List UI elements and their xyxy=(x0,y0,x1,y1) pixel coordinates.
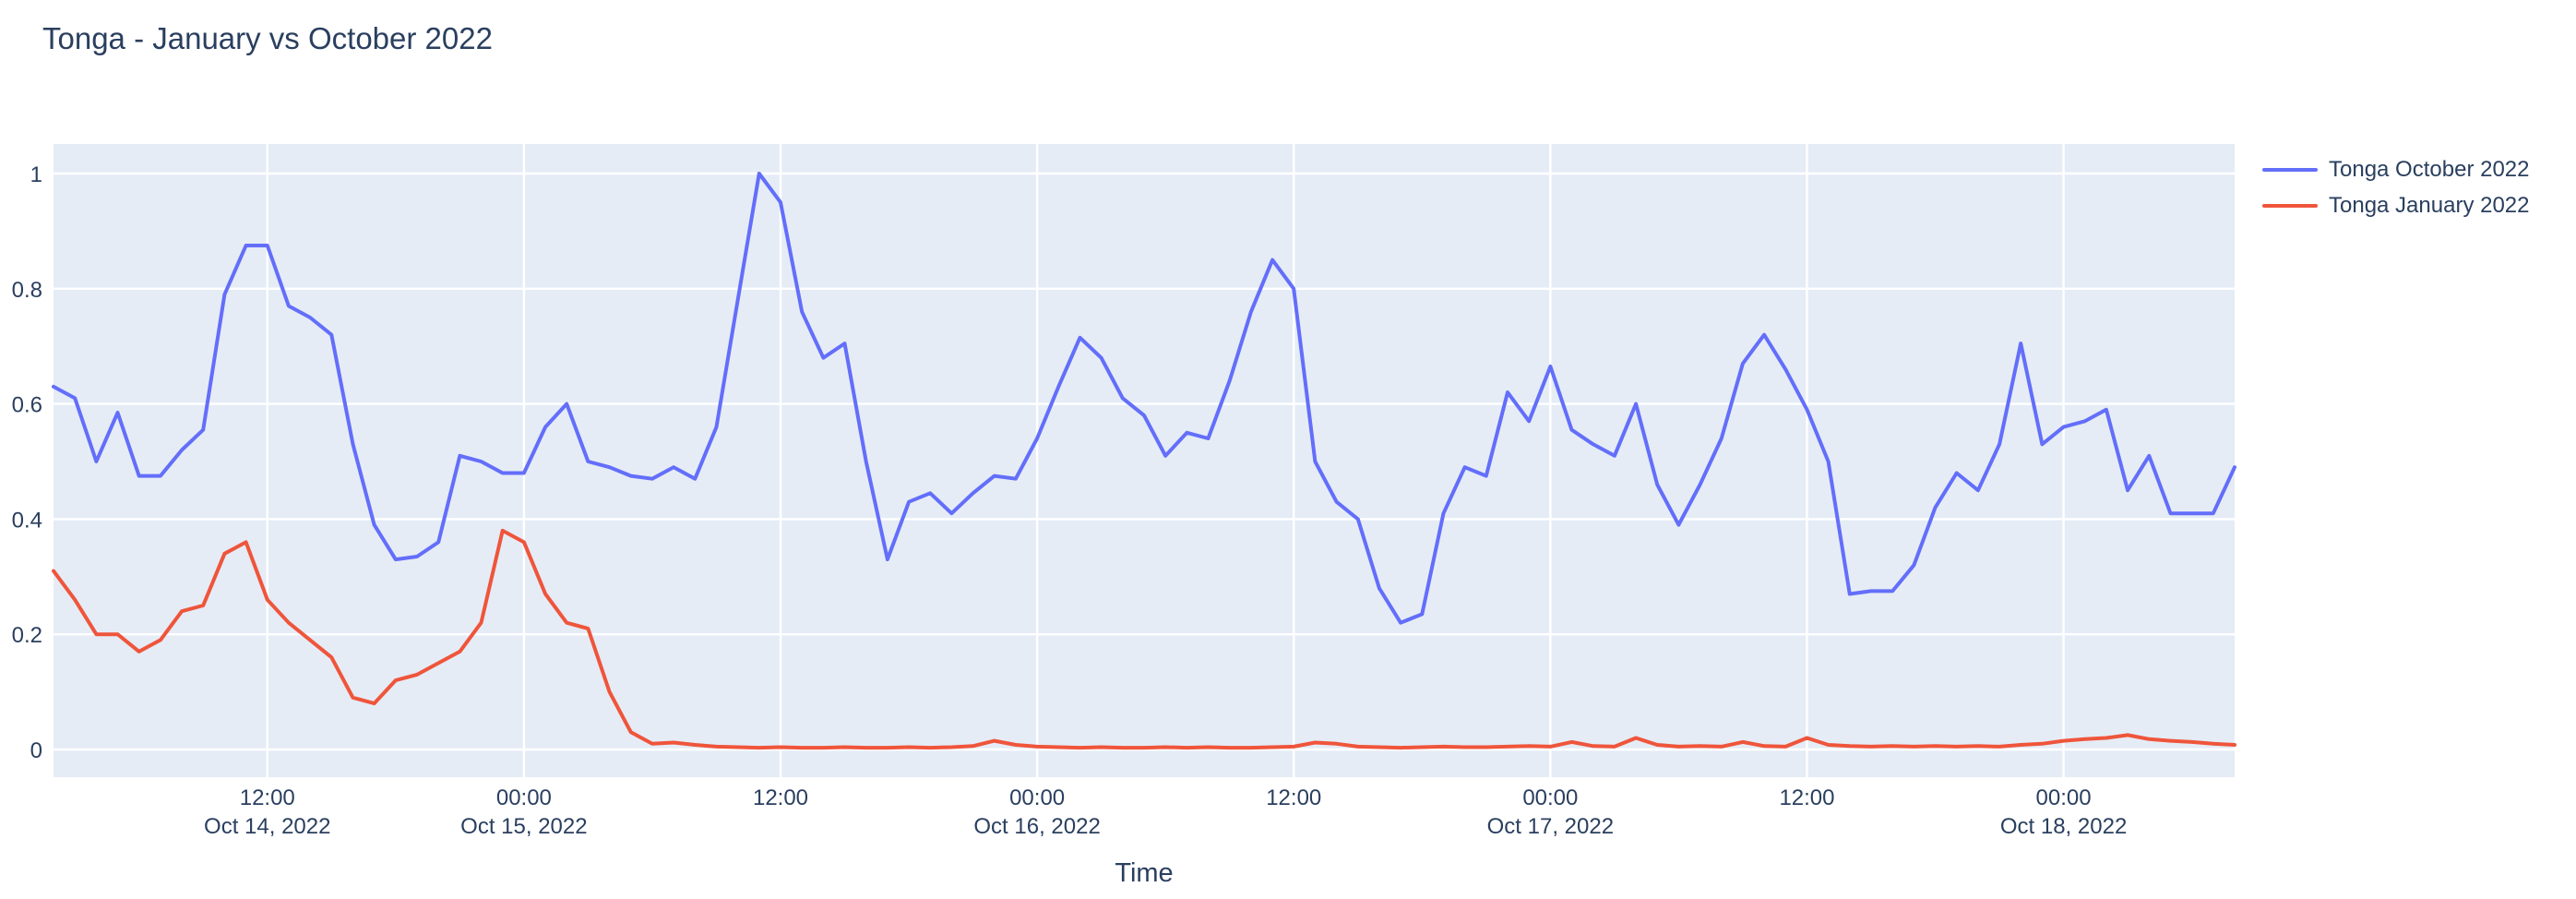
x-tick-date-label: Oct 17, 2022 xyxy=(1487,814,1614,839)
x-tick-date-label: Oct 15, 2022 xyxy=(460,814,587,839)
legend-label-january: Tonga January 2022 xyxy=(2329,192,2530,218)
x-tick-label: 00:00 xyxy=(496,785,552,810)
x-tick-date-label: Oct 16, 2022 xyxy=(973,814,1100,839)
x-tick-label: 12:00 xyxy=(1779,785,1834,810)
y-tick-label: 1 xyxy=(30,162,42,187)
x-tick-label: 12:00 xyxy=(1266,785,1321,810)
y-tick-label: 0.6 xyxy=(12,393,42,418)
legend-item-tonga-january-2022[interactable]: Tonga January 2022 xyxy=(2262,187,2530,223)
legend-item-tonga-october-2022[interactable]: Tonga October 2022 xyxy=(2262,151,2530,187)
series-line-tonga-january-2022[interactable] xyxy=(52,528,2236,750)
x-tick-label: 00:00 xyxy=(1522,785,1578,810)
x-tick-label: 00:00 xyxy=(2036,785,2092,810)
legend: Tonga October 2022 Tonga January 2022 xyxy=(2262,151,2530,223)
legend-line-swatch-january xyxy=(2262,203,2318,208)
legend-line-swatch-october xyxy=(2262,167,2318,172)
x-tick-label: 12:00 xyxy=(753,785,808,810)
plot-background xyxy=(54,144,2235,777)
chart-title: Tonga - January vs October 2022 xyxy=(42,21,493,55)
y-tick-label: 0.8 xyxy=(12,278,42,303)
y-tick-label: 0 xyxy=(30,738,42,763)
legend-label-october: Tonga October 2022 xyxy=(2329,156,2530,182)
x-tick-label: 00:00 xyxy=(1009,785,1065,810)
y-tick-label: 0.2 xyxy=(12,623,42,648)
x-axis-title: Time xyxy=(1115,858,1174,888)
x-tick-date-label: Oct 14, 2022 xyxy=(204,814,330,839)
x-tick-label: 12:00 xyxy=(240,785,295,810)
x-tick-date-label: Oct 18, 2022 xyxy=(2000,814,2127,839)
y-tick-label: 0.4 xyxy=(12,508,42,533)
series-line-tonga-october-2022[interactable] xyxy=(52,172,2236,625)
